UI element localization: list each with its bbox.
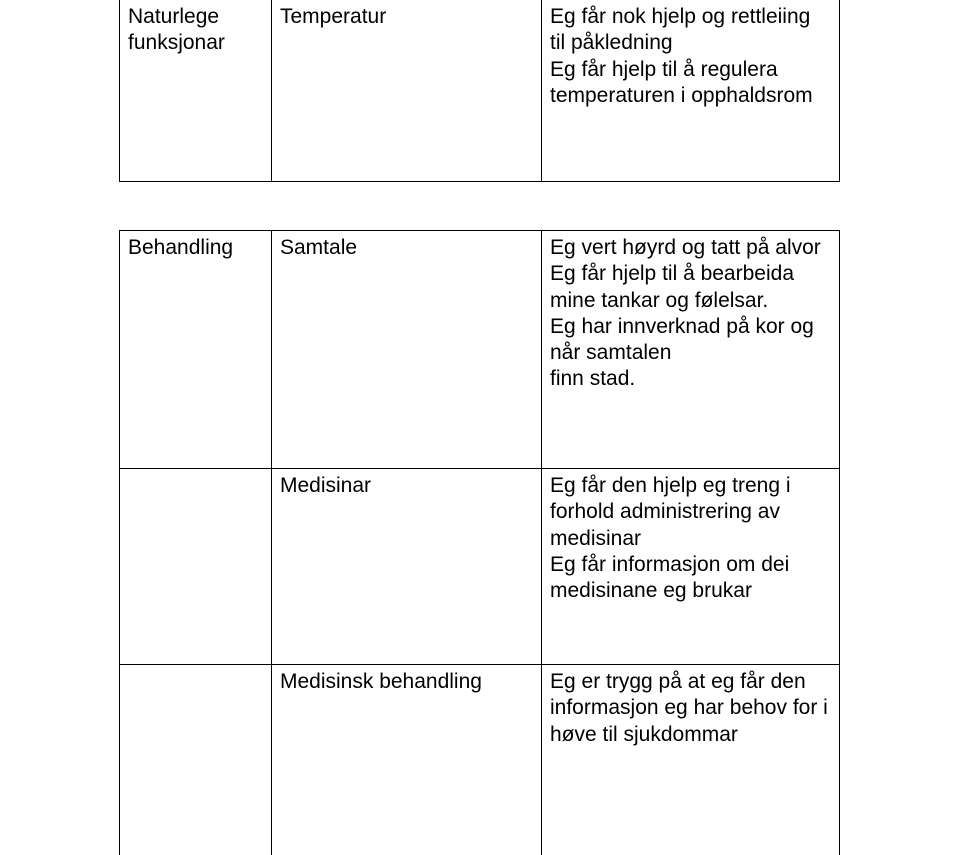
cell-description: Eg får den hjelp eg treng i forhold admi…: [542, 469, 840, 665]
cell-category: Behandling: [120, 231, 272, 469]
table-row: Medisinsk behandling Eg er trygg på at e…: [120, 665, 840, 855]
cell-description: Eg er trygg på at eg får den informasjon…: [542, 665, 840, 855]
cell-description: Eg vert høyrd og tatt på alvorEg får hje…: [542, 231, 840, 469]
cell-subcategory: Medisinsk behandling: [272, 665, 542, 855]
top-table: Naturlege funksjonar Temperatur Eg får n…: [119, 0, 840, 182]
cell-subcategory: Samtale: [272, 231, 542, 469]
cell-subcategory: Medisinar: [272, 469, 542, 665]
cell-category: Naturlege funksjonar: [120, 0, 272, 181]
cell-category: [120, 665, 272, 855]
bottom-table: Behandling Samtale Eg vert høyrd og tatt…: [119, 230, 840, 855]
table-row: Medisinar Eg får den hjelp eg treng i fo…: [120, 469, 840, 665]
table-row: Naturlege funksjonar Temperatur Eg får n…: [120, 0, 840, 181]
page: Naturlege funksjonar Temperatur Eg får n…: [0, 0, 960, 854]
cell-subcategory: Temperatur: [272, 0, 542, 181]
cell-category: [120, 469, 272, 665]
table-row: Behandling Samtale Eg vert høyrd og tatt…: [120, 231, 840, 469]
cell-description: Eg får nok hjelp og rettleiing til påkle…: [542, 0, 840, 181]
